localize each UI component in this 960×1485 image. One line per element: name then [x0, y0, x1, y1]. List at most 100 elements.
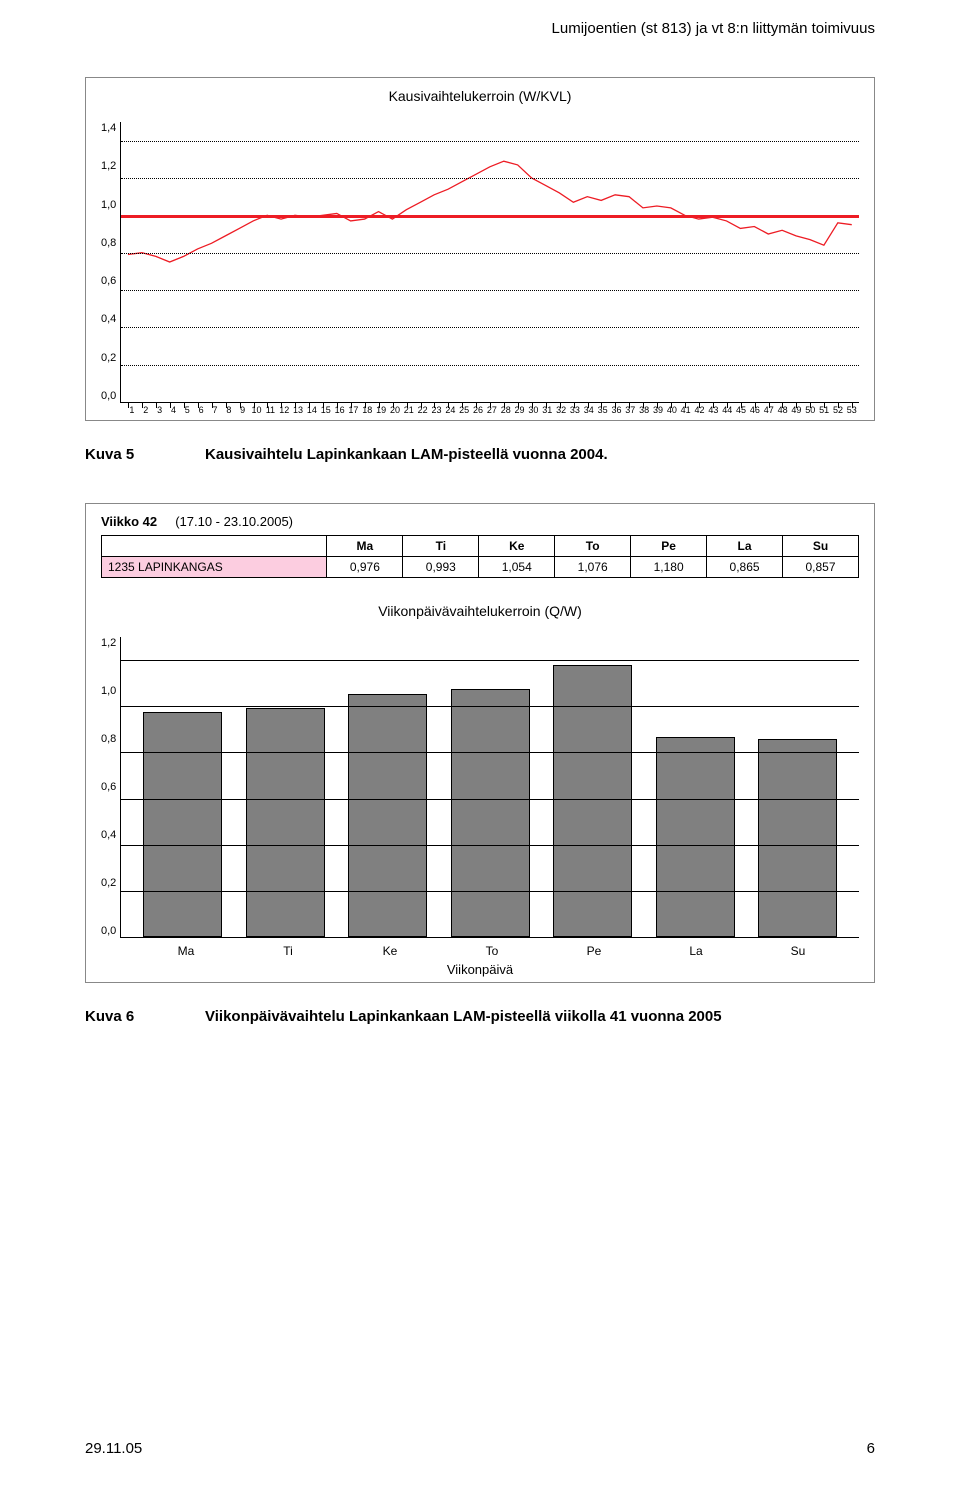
chart1-xtick-mark [490, 402, 491, 408]
chart1-xtick: 28 [499, 405, 513, 415]
chart1-xtick-mark [281, 402, 282, 408]
chart1-xtick: 16 [333, 405, 347, 415]
chart1-xtick: 36 [610, 405, 624, 415]
chart2-plot [120, 637, 859, 938]
chart1-xtick-mark [156, 402, 157, 408]
chart1-frame: Kausivaihtelukerroin (W/KVL) 1,41,21,00,… [85, 77, 875, 421]
chart1-gridline [121, 141, 859, 142]
chart1-xtick: 12 [277, 405, 291, 415]
chart1-ytick: 0,2 [101, 352, 116, 364]
chart1-xtick-mark [351, 402, 352, 408]
chart1-xtick-mark [574, 402, 575, 408]
chart1-xtick: 14 [305, 405, 319, 415]
chart2-gridline [121, 891, 859, 892]
chart2-ytick: 0,6 [101, 781, 116, 793]
chart1-xtick-mark [699, 402, 700, 408]
chart1-xtick: 1 [125, 405, 139, 415]
chart1-xtick: 25 [457, 405, 471, 415]
chart1-xtick: 18 [360, 405, 374, 415]
chart1-xtick-mark [393, 402, 394, 408]
chart1-xtick-mark [588, 402, 589, 408]
chart1-reference-line [121, 215, 859, 218]
chart2-bar [348, 694, 427, 937]
chart1-xtick: 8 [222, 405, 236, 415]
chart1-xtick-mark [671, 402, 672, 408]
chart1-xtick-mark [713, 402, 714, 408]
chart1-xtick: 9 [236, 405, 250, 415]
chart1-xtick: 10 [250, 405, 264, 415]
caption-6-label: Kuva 6 [85, 1008, 205, 1025]
chart2-ytick: 1,2 [101, 637, 116, 649]
chart2-bar [758, 739, 837, 937]
chart1-xtick: 26 [471, 405, 485, 415]
chart1-xtick-mark [240, 402, 241, 408]
chart2-xtick: Pe [543, 944, 645, 958]
chart2-table: MaTiKeToPeLaSu 1235 LAPINKANGAS0,9760,99… [101, 535, 859, 578]
chart1-xtick-mark [741, 402, 742, 408]
chart1-xtick-mark [852, 402, 853, 408]
chart1-xtick-mark [504, 402, 505, 408]
chart2-th: Pe [631, 536, 707, 557]
chart2-gridline [121, 706, 859, 707]
page-footer: 29.11.05 6 [85, 1440, 875, 1457]
chart1-xtick-mark [685, 402, 686, 408]
chart2-bar [143, 712, 222, 937]
chart1-xtick: 19 [374, 405, 388, 415]
chart1-xtick-mark [518, 402, 519, 408]
chart2-week-label: Viikko 42 [101, 514, 157, 529]
chart2-xtick: To [441, 944, 543, 958]
chart1-xtick: 5 [180, 405, 194, 415]
chart1-xtick: 17 [347, 405, 361, 415]
chart1-xtick-mark [379, 402, 380, 408]
chart2-th: La [707, 536, 783, 557]
chart1-xtick-mark [727, 402, 728, 408]
chart1-yaxis: 1,41,21,00,80,60,40,20,0 [101, 122, 120, 402]
chart1-xtick: 30 [526, 405, 540, 415]
chart1-xtick: 31 [540, 405, 554, 415]
chart2-week-header: Viikko 42 (17.10 - 23.10.2005) [101, 514, 859, 529]
chart1-xtick-mark [128, 402, 129, 408]
chart1-xtick-mark [434, 402, 435, 408]
chart2-gridline [121, 660, 859, 661]
chart1-xtick: 7 [208, 405, 222, 415]
chart1-xtick: 27 [485, 405, 499, 415]
chart1-plot [120, 122, 859, 403]
chart1-xtick-mark [421, 402, 422, 408]
chart1-xtick-mark [629, 402, 630, 408]
chart1-xtick: 6 [194, 405, 208, 415]
chart1-xtick-mark [309, 402, 310, 408]
chart2-th: Ke [479, 536, 555, 557]
chart1-xaxis: 1234567891011121314151617181920212223242… [125, 405, 859, 415]
chart2-bar [451, 689, 530, 937]
chart2-cell: 0,865 [707, 557, 783, 578]
chart1-xtick: 33 [568, 405, 582, 415]
chart2-cell: 0,857 [783, 557, 859, 578]
chart1-gridline [121, 290, 859, 291]
chart1-xtick: 32 [554, 405, 568, 415]
chart1-series-line [128, 161, 852, 262]
footer-date: 29.11.05 [85, 1440, 142, 1457]
chart1-xtick: 22 [416, 405, 430, 415]
chart1-title: Kausivaihtelukerroin (W/KVL) [101, 88, 859, 104]
chart2-gridline [121, 752, 859, 753]
chart1-xtick-mark [532, 402, 533, 408]
chart2-cell: 0,993 [403, 557, 479, 578]
chart1-ytick: 1,4 [101, 122, 116, 134]
chart2-bar [246, 708, 325, 937]
chart1-xtick: 21 [402, 405, 416, 415]
chart1-xtick-mark [448, 402, 449, 408]
chart2-bar [656, 737, 735, 937]
chart1-xtick-mark [601, 402, 602, 408]
chart2-xtick: Ma [135, 944, 237, 958]
page-header: Lumijoentien (st 813) ja vt 8:n liittymä… [85, 20, 875, 37]
chart1-ytick: 0,8 [101, 237, 116, 249]
chart2-cell: 0,976 [327, 557, 403, 578]
chart1-xtick: 15 [319, 405, 333, 415]
chart1-xtick-mark [643, 402, 644, 408]
chart1-xtick-mark [323, 402, 324, 408]
chart2-th: To [555, 536, 631, 557]
chart2-cell: 1,054 [479, 557, 555, 578]
chart1-xtick: 4 [167, 405, 181, 415]
chart1-xtick: 11 [263, 405, 277, 415]
chart2-ytick: 0,4 [101, 829, 116, 841]
